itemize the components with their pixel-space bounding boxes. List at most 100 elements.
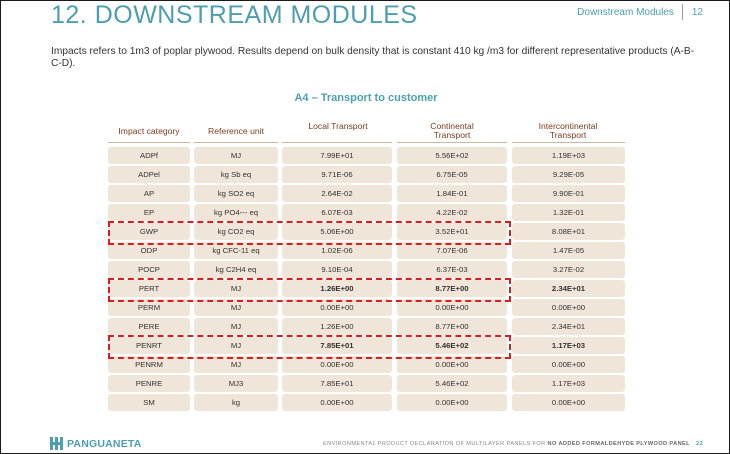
- table-row: PENRT MJ 7.85E+01 5.46E+02 1.17E+03: [1, 337, 729, 354]
- table-row: ODP kg CFC-11 eq 1.02E-06 7.07E-06 1.47E-05: [1, 242, 729, 259]
- table-row: PERM MJ 0.00E+00 0.00E+00 0.00E+00: [1, 299, 729, 316]
- section-nav: Downstream Modules 12: [577, 3, 703, 21]
- cell-unit: MJ3: [194, 375, 278, 392]
- header-impact-category: Impact category: [118, 126, 180, 136]
- cell-category: ADPel: [108, 166, 190, 183]
- cell-local: 1.26E+00: [282, 318, 392, 335]
- table-row: GWP kg CO2 eq 5.06E+00 3.52E+01 8.08E+01: [1, 223, 729, 240]
- cell-intercontinental: 0.00E+00: [512, 299, 625, 316]
- cell-continental: 4.22E-02: [397, 204, 507, 221]
- header-underline: [108, 142, 190, 143]
- cell-local: 0.00E+00: [282, 299, 392, 316]
- cell-intercontinental: 1.32E-01: [512, 204, 625, 221]
- cell-unit: kg C2H4 eq: [194, 261, 278, 278]
- cell-intercontinental: 9.90E-01: [512, 185, 625, 202]
- cell-intercontinental: 8.08E+01: [512, 223, 625, 240]
- cell-intercontinental: 1.47E-05: [512, 242, 625, 259]
- footer-doc-prefix: ENVIRONMENTAL PRODUCT DECLARATION OF MUL…: [323, 441, 548, 447]
- table-row: ADPel kg Sb eq 9.71E-06 6.75E-05 9.29E-05: [1, 166, 729, 183]
- header-underline: [397, 142, 507, 143]
- header-underline: [194, 142, 278, 143]
- table-row: SM kg 0.00E+00 0.00E+00 0.00E+00: [1, 394, 729, 411]
- cell-unit: MJ: [194, 356, 278, 373]
- cell-category: PENRE: [108, 375, 190, 392]
- cell-category: GWP: [108, 223, 190, 240]
- cell-continental: 5.46E+02: [397, 337, 507, 354]
- cell-unit: MJ: [194, 147, 278, 164]
- cell-unit: MJ: [194, 337, 278, 354]
- cell-local: 2.64E-02: [282, 185, 392, 202]
- cell-local: 0.00E+00: [282, 394, 392, 411]
- header-continental-transport: Continental Transport: [430, 121, 474, 140]
- table-row: PERT MJ 1.26E+00 8.77E+00 2.34E+01: [1, 280, 729, 297]
- cell-unit: kg PO4--- eq: [194, 204, 278, 221]
- cell-unit: MJ: [194, 299, 278, 316]
- highlight-box-gwp: [108, 221, 511, 245]
- cell-continental: 6.75E-05: [397, 166, 507, 183]
- nav-divider: [681, 4, 683, 20]
- cell-intercontinental: 1.17E+03: [512, 375, 625, 392]
- cell-unit: MJ: [194, 318, 278, 335]
- cell-continental: 5.56E+02: [397, 147, 507, 164]
- cell-intercontinental: 1.17E+03: [512, 337, 625, 354]
- cell-intercontinental: 3.27E-02: [512, 261, 625, 278]
- footer-doc-emphasis: NO ADDED FORMALDEHYDE PLYWOOD PANEL: [547, 441, 690, 447]
- table-row: EP kg PO4--- eq 6.07E-03 4.22E-02 1.32E-01: [1, 204, 729, 221]
- cell-category: EP: [108, 204, 190, 221]
- cell-intercontinental: 9.29E-05: [512, 166, 625, 183]
- highlight-box-penrt: [108, 335, 511, 359]
- cell-unit: kg: [194, 394, 278, 411]
- cell-unit: kg Sb eq: [194, 166, 278, 183]
- table-row: AP kg SO2 eq 2.64E-02 1.84E-01 9.90E-01: [1, 185, 729, 202]
- table-row: PENRE MJ3 7.85E+01 5.46E+02 1.17E+03: [1, 375, 729, 392]
- cell-continental: 7.07E-06: [397, 242, 507, 259]
- cell-local: 7.85E+01: [282, 337, 392, 354]
- cell-continental: 3.52E+01: [397, 223, 507, 240]
- table-row: ADPf MJ 7.99E+01 5.56E+02 1.19E+03: [1, 147, 729, 164]
- table-row: PENRM MJ 0.00E+00 0.00E+00 0.00E+00: [1, 356, 729, 373]
- cell-local: 6.07E-03: [282, 204, 392, 221]
- cell-category: PENRM: [108, 356, 190, 373]
- cell-unit: kg CFC-11 eq: [194, 242, 278, 259]
- cell-intercontinental: 0.00E+00: [512, 356, 625, 373]
- section-label[interactable]: Downstream Modules: [577, 6, 674, 18]
- cell-unit: kg SO2 eq: [194, 185, 278, 202]
- cell-local: 5.06E+00: [282, 223, 392, 240]
- cell-local: 1.02E-06: [282, 242, 392, 259]
- cell-local: 7.85E+01: [282, 375, 392, 392]
- cell-continental: 0.00E+00: [397, 356, 507, 373]
- footer-doc-title: ENVIRONMENTAL PRODUCT DECLARATION OF MUL…: [323, 441, 703, 447]
- cell-intercontinental: 0.00E+00: [512, 394, 625, 411]
- cell-category: ADPf: [108, 147, 190, 164]
- cell-local: 7.99E+01: [282, 147, 392, 164]
- cell-continental: 1.84E-01: [397, 185, 507, 202]
- cell-continental: 5.46E+02: [397, 375, 507, 392]
- header-intercontinental-transport: Intercontinental Transport: [538, 121, 598, 140]
- page-title: 12. DOWNSTREAM MODULES: [51, 1, 418, 29]
- footer-page-number: 22: [695, 441, 703, 447]
- cell-category: PERT: [108, 280, 190, 297]
- cell-continental: 6.37E-03: [397, 261, 507, 278]
- cell-category: AP: [108, 185, 190, 202]
- highlight-box-pert: [108, 278, 511, 302]
- table-row: PERE MJ 1.26E+00 8.77E+00 2.34E+01: [1, 318, 729, 335]
- cell-category: POCP: [108, 261, 190, 278]
- header-underline: [282, 142, 392, 143]
- cell-intercontinental: 1.19E+03: [512, 147, 625, 164]
- table-row: POCP kg C2H4 eq 9.10E-04 6.37E-03 3.27E-02: [1, 261, 729, 278]
- cell-continental: 0.00E+00: [397, 394, 507, 411]
- cell-category: PERM: [108, 299, 190, 316]
- cell-category: PERE: [108, 318, 190, 335]
- cell-local: 0.00E+00: [282, 356, 392, 373]
- table-title: A4 – Transport to customer: [294, 92, 438, 104]
- header-local-transport: Local Transport: [308, 121, 368, 131]
- page-number: 12: [691, 6, 703, 18]
- brand-name: PANGUANETA: [67, 437, 142, 450]
- brand-logo: PANGUANETA: [50, 437, 142, 450]
- cell-local: 1.26E+00: [282, 280, 392, 297]
- cell-continental: 8.77E+00: [397, 280, 507, 297]
- intro-paragraph: Impacts refers to 1m3 of poplar plywood.…: [51, 46, 695, 69]
- cell-category: PENRT: [108, 337, 190, 354]
- cell-intercontinental: 2.34E+01: [512, 280, 625, 297]
